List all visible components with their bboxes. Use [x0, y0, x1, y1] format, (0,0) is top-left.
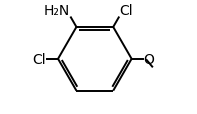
Text: O: O	[143, 52, 154, 66]
Text: H₂N: H₂N	[43, 4, 70, 18]
Text: Cl: Cl	[119, 4, 133, 18]
Text: Cl: Cl	[33, 52, 46, 66]
